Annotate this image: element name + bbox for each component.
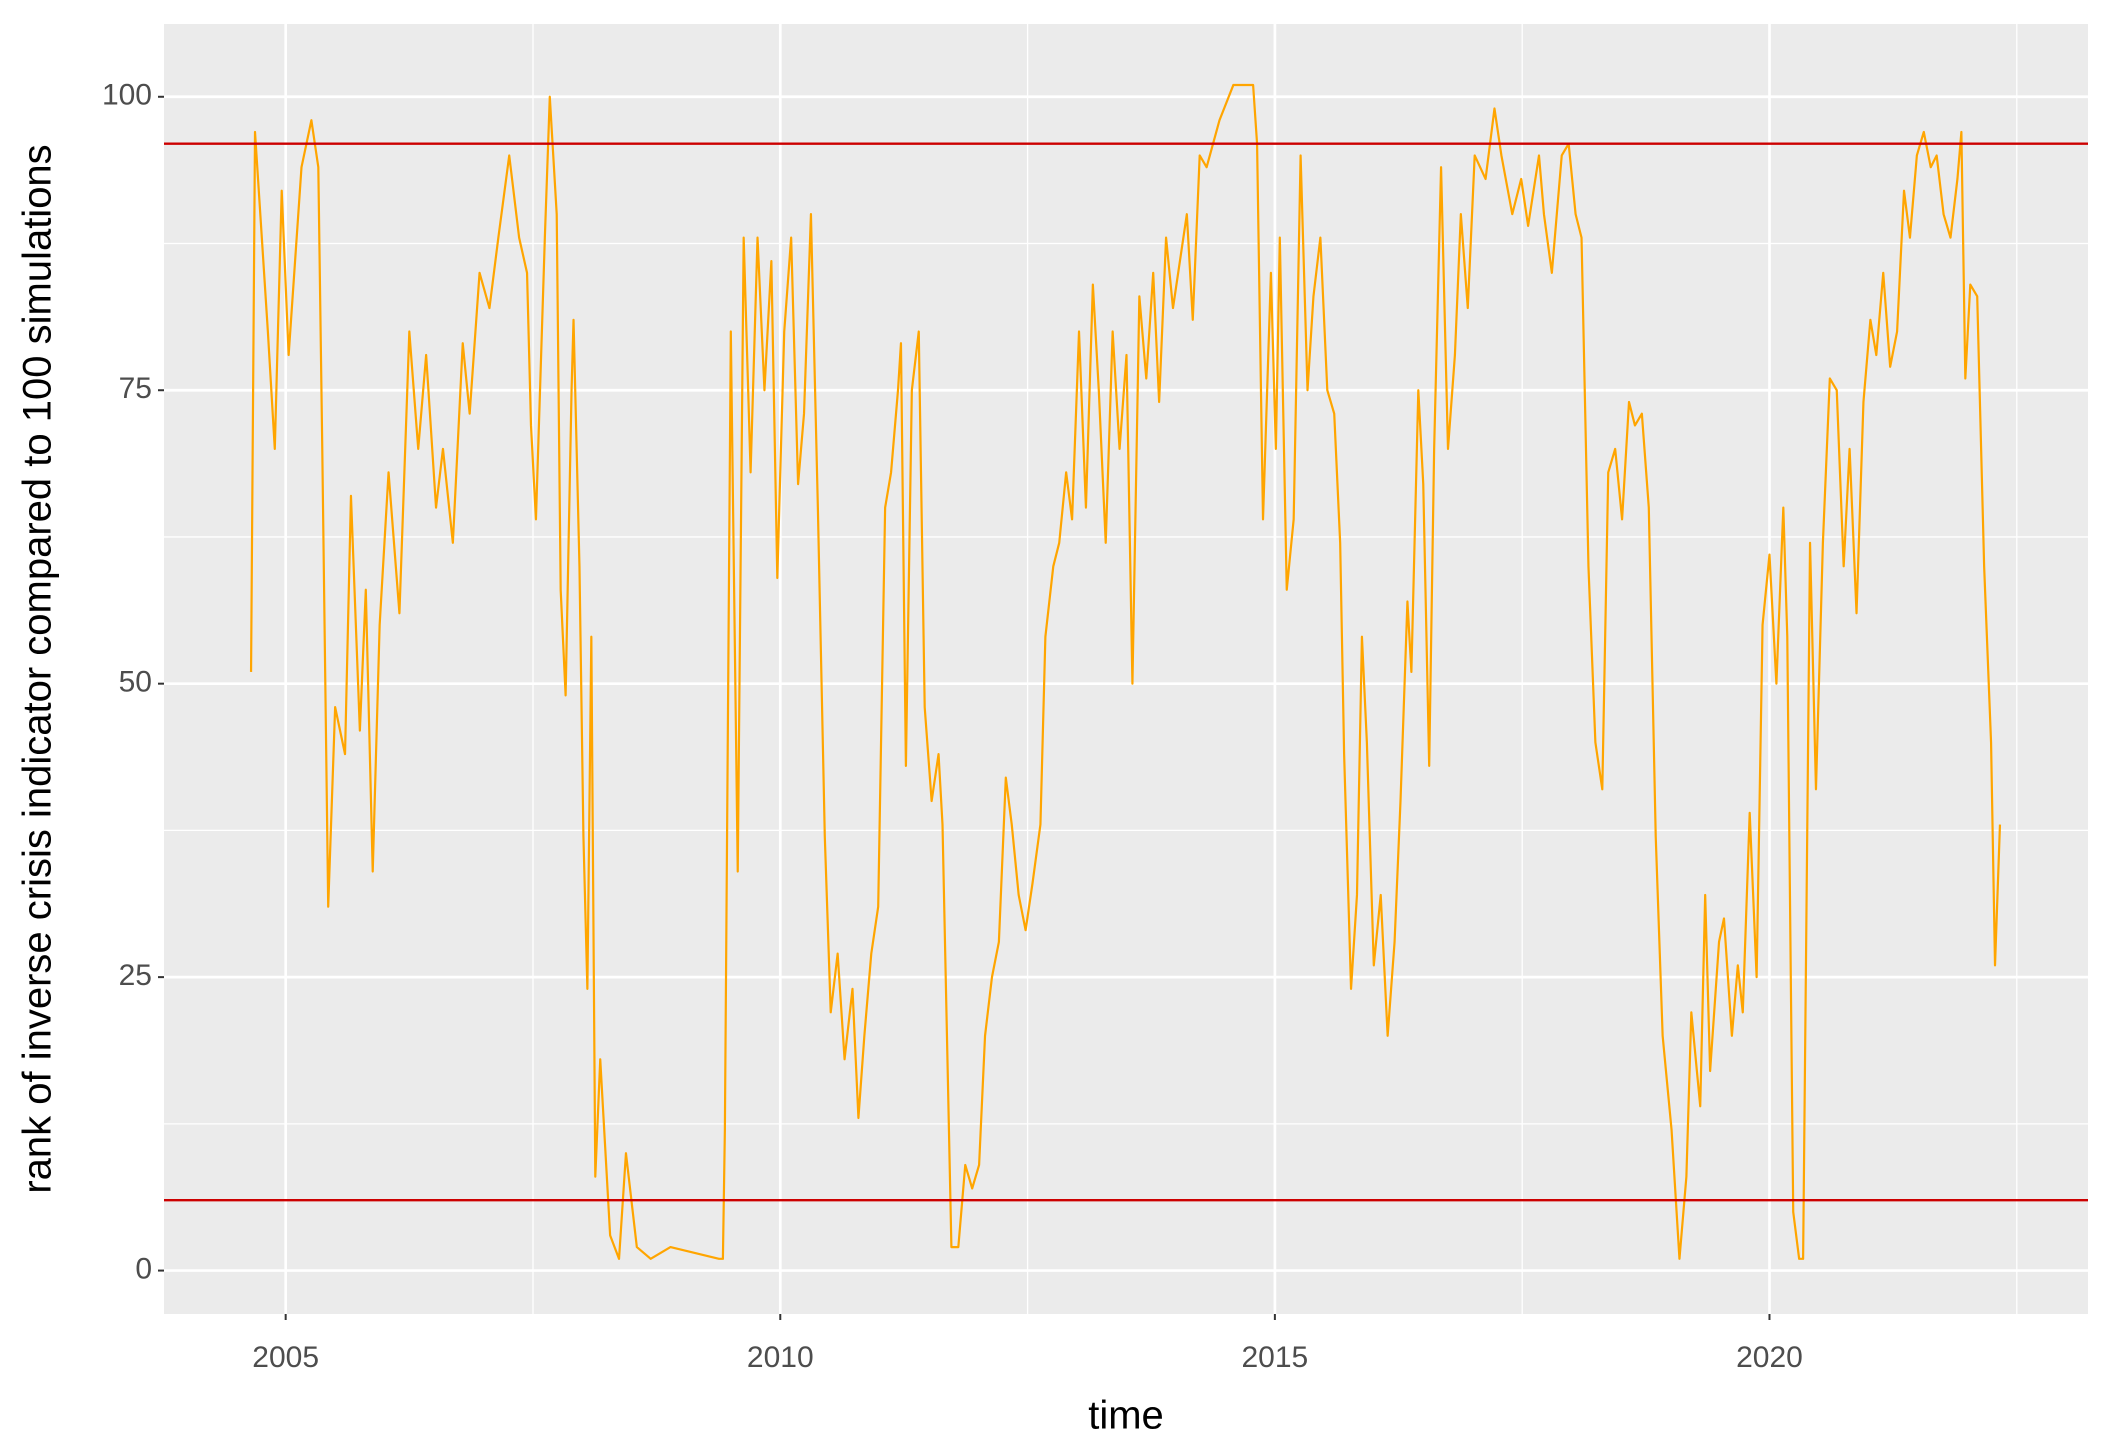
x-tick-label: 2005 — [252, 1341, 319, 1374]
y-tick-label: 75 — [119, 372, 152, 405]
x-tick-label: 2020 — [1736, 1341, 1803, 1374]
x-tick-label: 2010 — [747, 1341, 814, 1374]
y-tick-label: 50 — [119, 666, 152, 699]
y-axis-title: rank of inverse crisis indicator compare… — [16, 144, 60, 1193]
panel — [164, 24, 2088, 1314]
y-tick-label: 25 — [119, 959, 152, 992]
y-tick-label: 0 — [135, 1252, 152, 1285]
x-axis-title: time — [1088, 1394, 1164, 1438]
x-tick-label: 2015 — [1242, 1341, 1309, 1374]
y-tick-label: 100 — [102, 79, 152, 112]
series-line — [249, 83, 2002, 1260]
